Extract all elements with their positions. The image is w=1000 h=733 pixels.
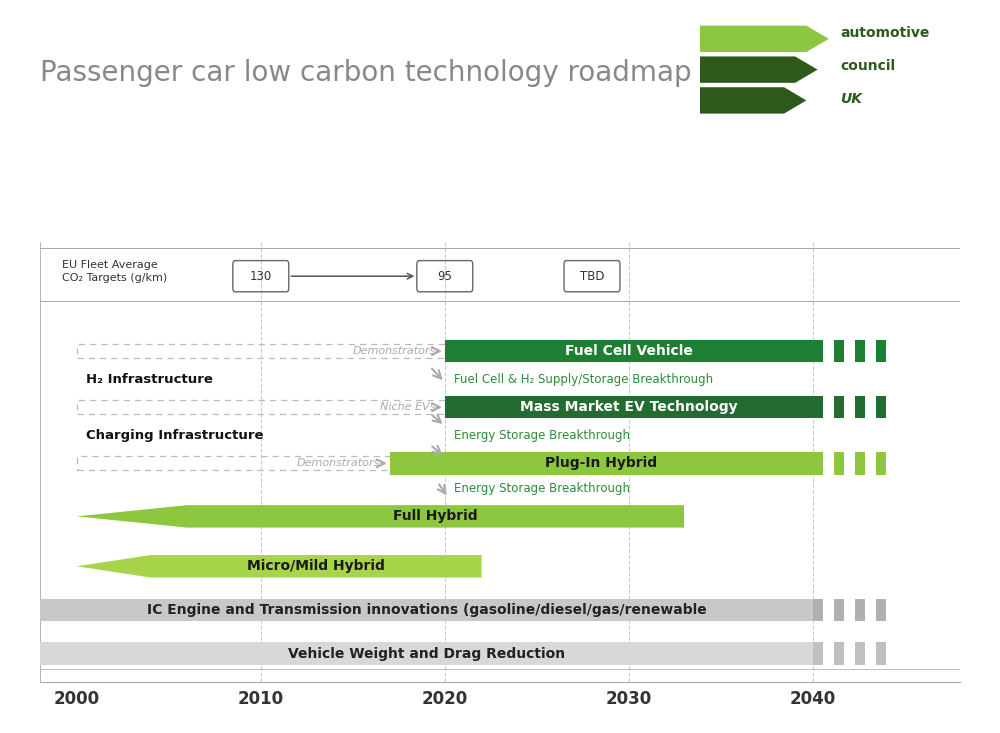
Bar bbox=[876, 340, 886, 362]
Bar bbox=[77, 344, 445, 358]
Bar bbox=[876, 642, 886, 665]
Text: Energy Storage Breakthrough: Energy Storage Breakthrough bbox=[454, 482, 630, 495]
Text: Vehicle Weight and Drag Reduction: Vehicle Weight and Drag Reduction bbox=[288, 647, 565, 660]
Text: Passenger car low carbon technology roadmap: Passenger car low carbon technology road… bbox=[40, 59, 692, 86]
Text: IC Engine and Transmission innovations (gasoline/diesel/gas/renewable: IC Engine and Transmission innovations (… bbox=[147, 603, 706, 617]
Bar bbox=[40, 599, 813, 621]
Bar bbox=[813, 642, 823, 665]
Bar bbox=[855, 340, 865, 362]
Text: UK: UK bbox=[840, 92, 862, 106]
Bar bbox=[834, 396, 844, 419]
Text: TBD: TBD bbox=[580, 270, 604, 283]
Bar bbox=[834, 642, 844, 665]
Bar bbox=[445, 396, 813, 419]
Bar bbox=[390, 452, 813, 474]
Text: Fuel Cell Vehicle: Fuel Cell Vehicle bbox=[565, 344, 693, 358]
Text: Mass Market EV Technology: Mass Market EV Technology bbox=[520, 400, 738, 414]
Polygon shape bbox=[77, 505, 684, 528]
Bar bbox=[77, 457, 390, 471]
Bar bbox=[876, 599, 886, 621]
Bar bbox=[445, 340, 813, 362]
Text: Full Hybrid: Full Hybrid bbox=[393, 509, 478, 523]
Bar bbox=[876, 452, 886, 474]
Bar bbox=[855, 642, 865, 665]
Bar bbox=[813, 452, 823, 474]
Polygon shape bbox=[77, 555, 482, 578]
Bar bbox=[813, 599, 823, 621]
Bar bbox=[855, 599, 865, 621]
Text: 130: 130 bbox=[250, 270, 272, 283]
Text: 95: 95 bbox=[437, 270, 452, 283]
Text: Demonstrators: Demonstrators bbox=[297, 458, 380, 468]
Text: Energy Storage Breakthrough: Energy Storage Breakthrough bbox=[454, 429, 630, 442]
Bar bbox=[834, 340, 844, 362]
Text: H₂ Infrastructure: H₂ Infrastructure bbox=[86, 372, 213, 386]
Bar bbox=[813, 396, 823, 419]
Bar bbox=[876, 396, 886, 419]
Bar bbox=[834, 599, 844, 621]
Bar bbox=[40, 642, 813, 665]
Bar bbox=[855, 396, 865, 419]
Polygon shape bbox=[700, 56, 818, 83]
Bar bbox=[834, 452, 844, 474]
Polygon shape bbox=[700, 26, 829, 52]
Text: Niche EVs: Niche EVs bbox=[380, 402, 436, 412]
Bar bbox=[813, 340, 823, 362]
Text: council: council bbox=[840, 59, 895, 73]
Bar bbox=[855, 452, 865, 474]
Text: automotive: automotive bbox=[840, 26, 929, 40]
Text: Fuel Cell & H₂ Supply/Storage Breakthrough: Fuel Cell & H₂ Supply/Storage Breakthrou… bbox=[454, 372, 713, 386]
Bar bbox=[77, 400, 445, 414]
Polygon shape bbox=[700, 87, 806, 114]
Text: Micro/Mild Hybrid: Micro/Mild Hybrid bbox=[247, 559, 385, 573]
Text: Plug-In Hybrid: Plug-In Hybrid bbox=[545, 457, 657, 471]
Text: Charging Infrastructure: Charging Infrastructure bbox=[86, 429, 264, 442]
Text: Demonstrators: Demonstrators bbox=[352, 346, 436, 356]
Text: EU Fleet Average
CO₂ Targets (g/km): EU Fleet Average CO₂ Targets (g/km) bbox=[62, 260, 167, 283]
